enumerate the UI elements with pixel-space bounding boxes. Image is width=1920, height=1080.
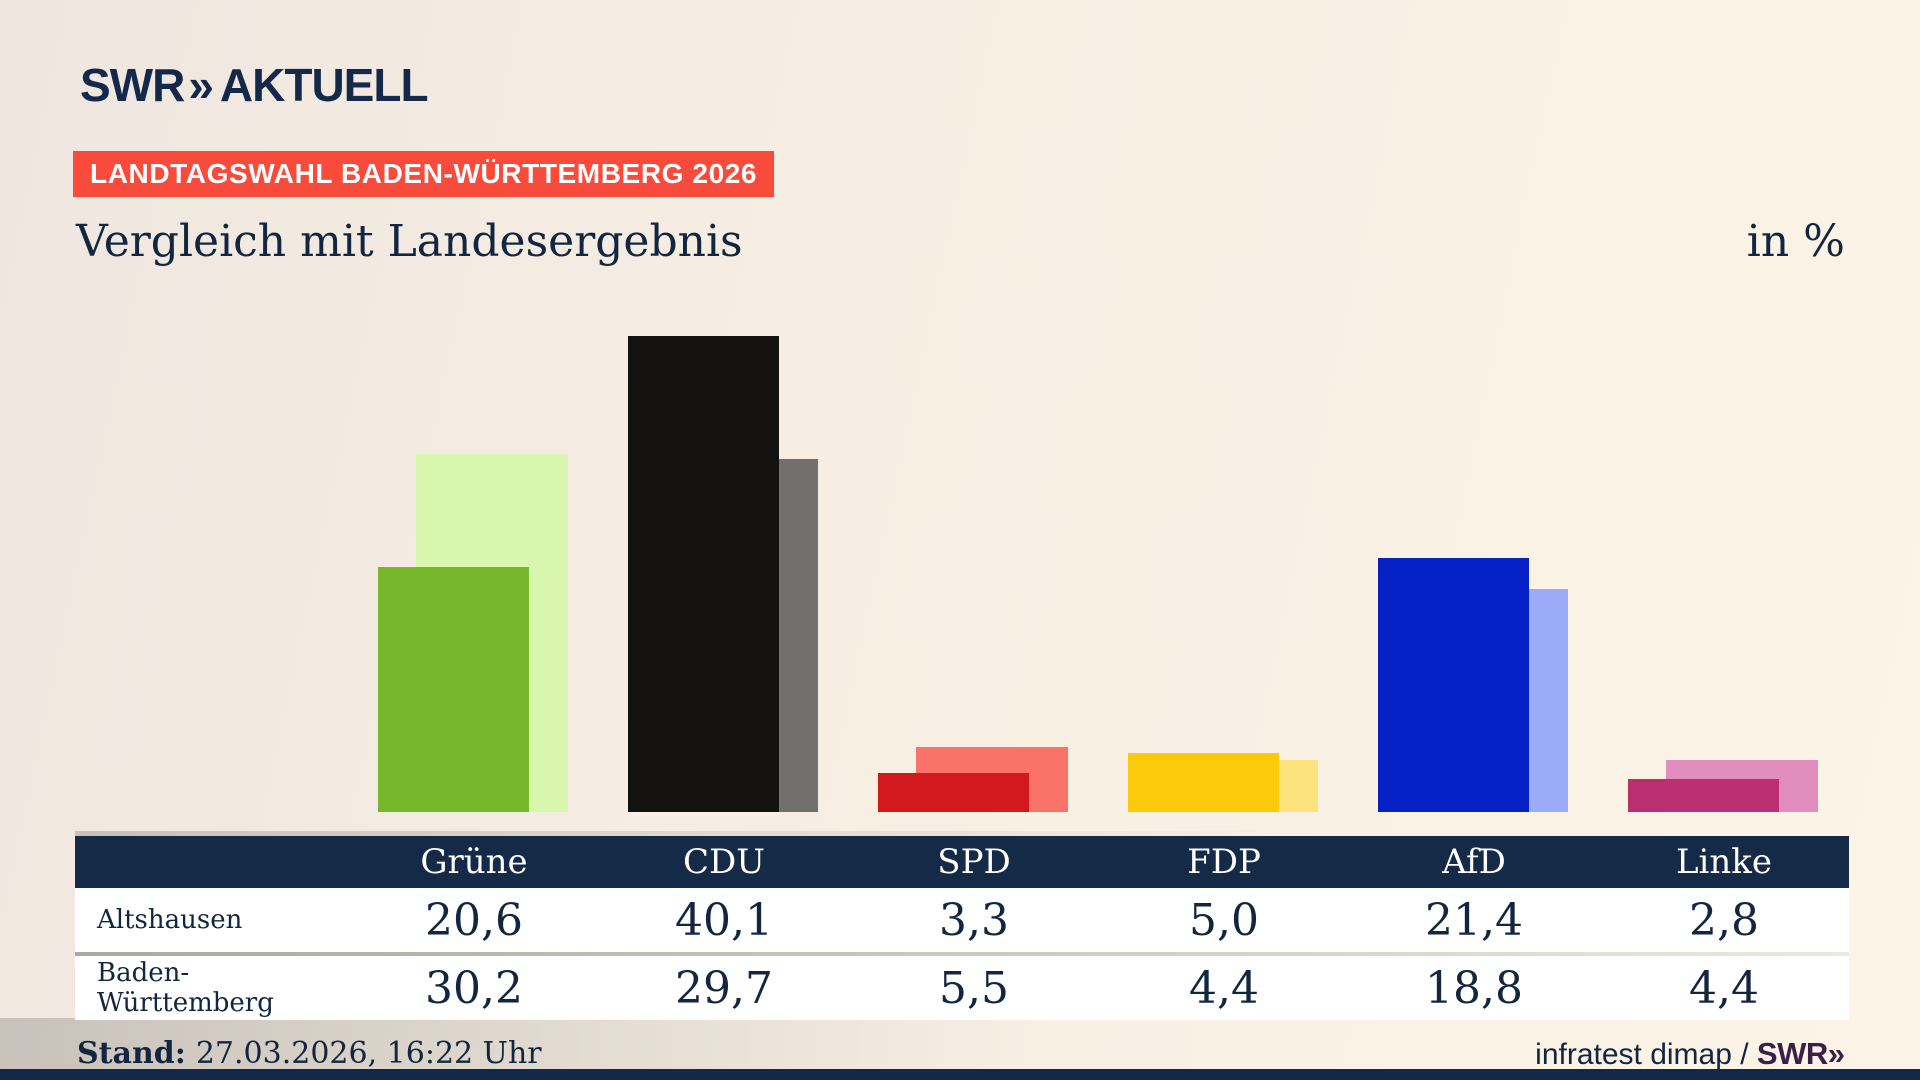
table-body: Altshausen 20,6 40,1 3,3 5,0 21,4 2,8 Baden-Wür…	[75, 888, 1849, 1020]
table-row-baden-württemberg: Baden-Württemberg 30,2 29,7 5,5 4,4 18,8 4,4	[75, 956, 1849, 1020]
logo-chevron-icon: »	[188, 59, 214, 111]
bar-altshausen-linke	[1628, 779, 1779, 812]
column-header-linke: Linke	[1675, 842, 1773, 882]
value-baden-württemberg-grüne: 30,2	[425, 962, 523, 1014]
row-divider	[75, 952, 1849, 956]
results-table: Grüne CDU SPD FDP AfD Linke Altshausen 20,6 40,…	[75, 831, 1849, 1020]
source-credit: infratest dimap / SWR»	[1535, 1036, 1845, 1072]
value-baden-württemberg-linke: 4,4	[1689, 962, 1759, 1014]
source-chevron-icon: »	[1827, 1036, 1845, 1071]
value-altshausen-cdu: 40,1	[675, 894, 773, 946]
column-header-spd: SPD	[937, 842, 1011, 882]
banner-label: LANDTAGSWAHL BADEN-WÜRTTEMBERG 2026	[90, 158, 758, 189]
value-baden-württemberg-afd: 18,8	[1425, 962, 1523, 1014]
table-header-row: Grüne CDU SPD FDP AfD Linke	[75, 836, 1849, 888]
value-altshausen-grüne: 20,6	[425, 894, 523, 946]
bar-altshausen-fdp	[1128, 753, 1279, 812]
column-header-afd: AfD	[1442, 842, 1506, 882]
column-header-fdp: FDP	[1187, 842, 1261, 882]
bar-altshausen-afd	[1378, 558, 1529, 812]
source-swr-text: SWR	[1756, 1036, 1828, 1071]
value-altshausen-spd: 3,3	[939, 894, 1009, 946]
value-baden-württemberg-fdp: 4,4	[1189, 962, 1259, 1014]
stand-label: Stand:	[77, 1036, 186, 1071]
source-text: infratest dimap /	[1535, 1038, 1757, 1071]
source-swr-logo: SWR»	[1756, 1036, 1845, 1071]
value-altshausen-fdp: 5,0	[1189, 894, 1259, 946]
row-label-baden-württemberg: Baden-Württemberg	[97, 958, 274, 1018]
row-label-altshausen: Altshausen	[97, 905, 243, 935]
election-banner: LANDTAGSWAHL BADEN-WÜRTTEMBERG 2026	[73, 151, 775, 197]
value-altshausen-afd: 21,4	[1425, 894, 1523, 946]
value-altshausen-linke: 2,8	[1689, 894, 1759, 946]
logo-aktuell-text: AKTUELL	[219, 59, 429, 111]
unit-label: in %	[1746, 216, 1845, 267]
stand-timestamp: Stand: 27.03.2026, 16:22 Uhr	[77, 1036, 542, 1071]
bar-altshausen-cdu	[628, 336, 779, 812]
bottom-bar	[0, 1069, 1920, 1080]
value-baden-württemberg-spd: 5,5	[939, 962, 1009, 1014]
column-header-grüne: Grüne	[420, 842, 528, 882]
bar-altshausen-spd	[878, 773, 1029, 812]
chart-title: Vergleich mit Landesergebnis	[76, 216, 743, 267]
stand-value: 27.03.2026, 16:22 Uhr	[195, 1036, 542, 1071]
table-row-altshausen: Altshausen 20,6 40,1 3,3 5,0 21,4 2,8	[75, 888, 1849, 952]
swr-aktuell-logo: SWR» AKTUELL	[80, 58, 429, 112]
logo-swr-text: SWR	[80, 59, 185, 111]
bar-altshausen-grüne	[378, 567, 529, 812]
column-header-cdu: CDU	[683, 842, 765, 882]
value-baden-württemberg-cdu: 29,7	[675, 962, 773, 1014]
